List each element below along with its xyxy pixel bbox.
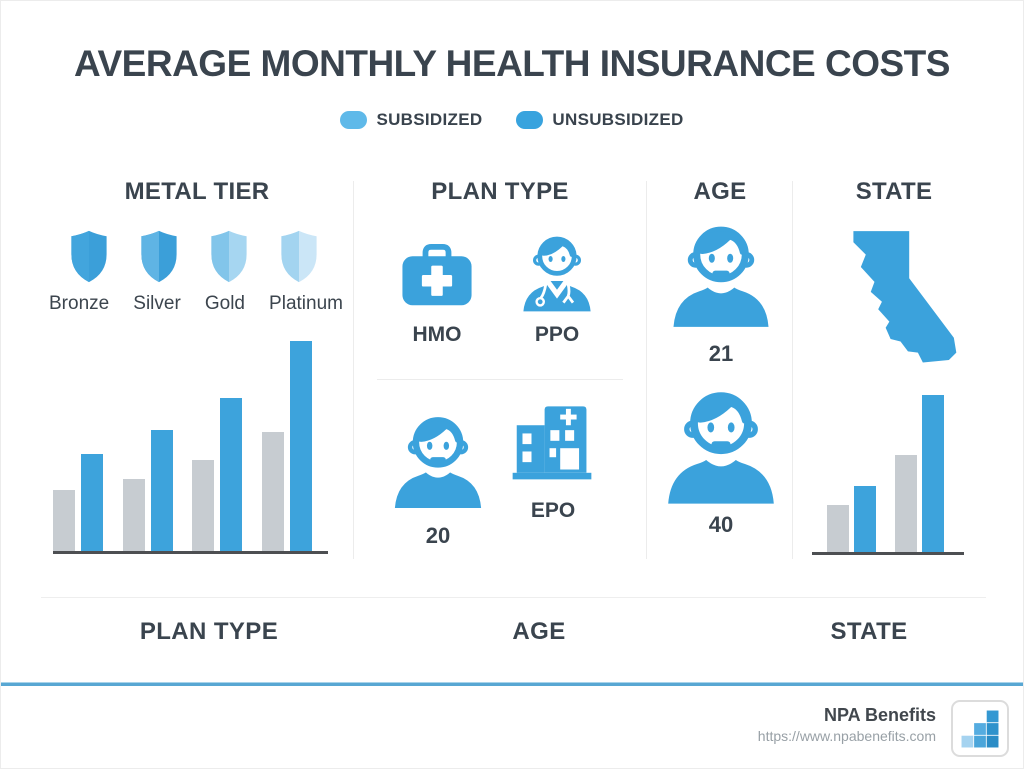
gold-shield-icon [211,230,247,283]
bar-pair-gold [192,398,243,551]
bar-unsubsidized-group-1 [854,486,876,552]
legend-item-unsubsidized: UNSUBSIDIZED [516,110,683,130]
heading-metal-tier: METAL TIER [124,178,270,205]
metal-tier-labels: Bronze Silver Gold Platinum [49,293,343,315]
divider-vertical-3 [792,181,793,559]
first-aid-kit-icon [401,229,473,321]
legend: SUBSIDIZED UNSUBSIDIZED [1,110,1023,130]
person-icon [661,385,781,507]
footer-rule [1,682,1023,686]
metal-tier-shields [65,227,323,286]
bar-subsidized-gold [192,460,215,551]
platinum-shield-icon [281,230,317,283]
heading-state: STATE [855,178,933,205]
plan-label-hmo: HMO [412,323,462,346]
legend-label-unsubsidized: UNSUBSIDIZED [552,110,684,129]
bar-subsidized-group-1 [827,505,849,552]
person-icon [389,403,487,519]
bar-pair-group-1 [827,486,876,552]
step-chart-logo-icon [959,708,1001,750]
bar-unsubsidized-group-2 [922,395,944,552]
bar-pair-platinum [261,341,312,551]
bar-unsubsidized-platinum [289,341,312,551]
age-label-40: 40 [708,512,734,537]
tier-label-gold: Gold [204,293,245,314]
divider-plan-type [377,379,623,380]
doctor-icon [517,223,597,323]
metal-tier-bar-chart [53,341,328,554]
bar-pair-bronze [53,454,103,551]
age-label-21: 21 [708,341,734,366]
brand-url: https://www.npabenefits.com [757,728,936,744]
person-icon [667,219,775,331]
brand-name: NPA Benefits [823,705,936,725]
california-map-icon [841,227,965,379]
bar-unsubsidized-gold [220,398,243,551]
plan-label-20: 20 [425,523,451,548]
divider-vertical-2 [646,181,647,559]
divider-vertical-1 [353,181,354,559]
bar-subsidized-platinum [261,432,284,551]
subsidized-swatch-icon [340,111,368,129]
divider-horizontal-bottom [41,597,986,598]
bar-pair-silver [122,430,173,551]
bar-subsidized-silver [122,479,145,551]
bottom-label-state: STATE [830,618,908,645]
tier-label-silver: Silver [133,293,181,314]
plan-label-ppo: PPO [534,323,580,346]
plan-label-epo: EPO [530,499,576,522]
unsubsidized-swatch-icon [516,111,544,129]
bar-unsubsidized-silver [150,430,173,551]
heading-age: AGE [693,178,747,205]
bar-subsidized-group-2 [895,455,917,552]
legend-item-subsidized: SUBSIDIZED [340,110,482,130]
footer: NPA Benefits https://www.npabenefits.com [621,705,936,744]
state-bar-chart [812,395,964,555]
bottom-label-plan-type: PLAN TYPE [139,618,279,645]
brand-logo [951,700,1009,757]
heading-plan-type: PLAN TYPE [431,178,569,205]
bronze-shield-icon [71,230,107,283]
hospital-icon [511,398,593,482]
legend-label-subsidized: SUBSIDIZED [376,110,483,129]
tier-label-bronze: Bronze [49,293,110,314]
bar-pair-group-2 [895,395,944,552]
tier-label-platinum: Platinum [269,293,343,314]
bottom-label-age: AGE [512,618,566,645]
page-title: AVERAGE MONTHLY HEALTH INSURANCE COSTS [74,43,950,84]
bar-subsidized-bronze [53,490,75,551]
bar-unsubsidized-bronze [81,454,103,551]
silver-shield-icon [141,230,177,283]
